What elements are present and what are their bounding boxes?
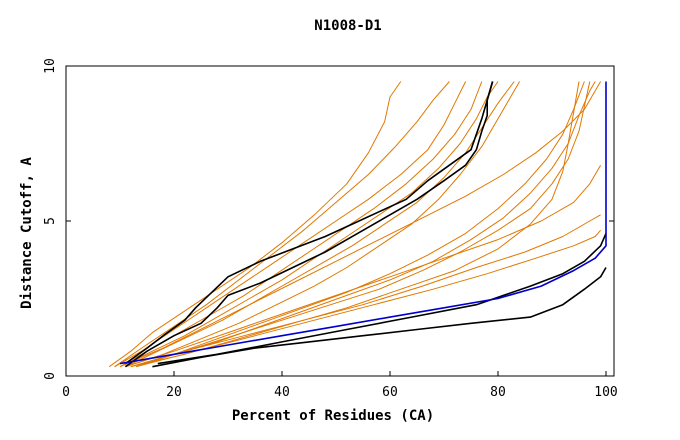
series-line-orange-12: [136, 229, 601, 368]
series-line-orange-8: [130, 81, 585, 368]
y-tick-label: 5: [43, 217, 58, 225]
series-line-black-4: [157, 233, 607, 365]
series-line-orange-11: [130, 81, 580, 368]
x-axis: 0 20 40 60 80 100: [62, 371, 618, 400]
x-tick-label: 20: [166, 385, 182, 400]
y-tick-label: 10: [43, 58, 58, 74]
series-line-orange-5: [119, 81, 499, 368]
x-tick-label: 80: [490, 385, 506, 400]
x-tick-label: 0: [62, 385, 70, 400]
series-line-orange-3: [114, 81, 467, 368]
series-line-orange-2: [114, 81, 450, 368]
x-tick-label: 60: [382, 385, 398, 400]
series-line-orange-4: [119, 81, 483, 368]
y-axis-label: Distance Cutoff, A: [19, 157, 35, 309]
x-axis-label: Percent of Residues (CA): [232, 408, 434, 424]
series-line-orange-15: [119, 81, 602, 368]
series-line-black-2: [124, 81, 494, 365]
series-line-orange-7: [125, 81, 521, 368]
series-line-orange-1: [108, 81, 402, 368]
x-tick-label: 100: [594, 385, 617, 400]
plot-frame: [65, 65, 615, 377]
series-line-black-3: [152, 267, 607, 368]
series-line-blue-1: [119, 81, 607, 365]
y-tick-label: 0: [43, 372, 58, 380]
chart-title: N1008-D1: [314, 18, 381, 34]
y-axis: 0 5 10: [43, 58, 614, 380]
series-line-orange-14: [125, 164, 602, 368]
series-line-orange-6: [125, 81, 515, 368]
x-tick-label: 40: [274, 385, 290, 400]
plot-lines: [108, 81, 607, 368]
series-line-orange-10: [136, 81, 591, 368]
series-line-orange-13: [130, 214, 601, 368]
series-line-black-1: [124, 81, 494, 368]
